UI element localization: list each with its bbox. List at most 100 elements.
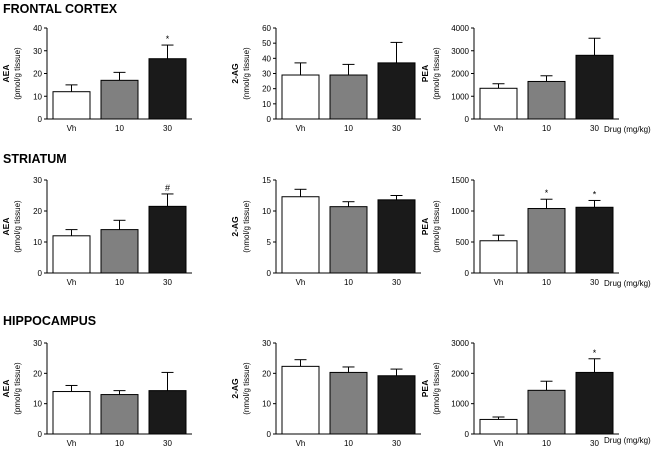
y-axis-unit: (pmol/g tissue) — [13, 47, 22, 100]
bar-10 — [100, 79, 139, 120]
significance-marker: # — [165, 183, 170, 193]
y-tick-label: 20 — [33, 207, 42, 216]
x-category-label: 30 — [590, 439, 599, 448]
y-tick-label: 10 — [262, 207, 271, 216]
y-axis-unit: (pmol/g tissue) — [13, 362, 22, 415]
y-tick-label: 3000 — [451, 47, 469, 56]
y-tick-label: 4000 — [451, 24, 469, 33]
bar-vh — [281, 196, 320, 274]
y-tick-label: 40 — [33, 24, 42, 33]
y-axis-label: AEA — [1, 65, 11, 83]
x-category-label: 10 — [115, 124, 124, 133]
y-tick-label: 20 — [33, 369, 42, 378]
bar-10 — [329, 74, 368, 120]
chart-panel-2-ag-1: 0 5 10 15 2-AG (nmol/g tissue) Vh 10 30 — [230, 176, 421, 287]
y-tick-label: 30 — [262, 70, 271, 79]
y-tick-label: 50 — [262, 39, 271, 48]
bar-10 — [100, 229, 139, 274]
y-tick-label: 30 — [262, 339, 271, 348]
y-tick-label: 0 — [38, 115, 43, 124]
section-title-hippocampus: HIPPOCAMPUS — [3, 314, 96, 328]
y-axis-label: PEA — [420, 380, 430, 397]
bar-10 — [329, 371, 368, 435]
bar-30 — [575, 371, 614, 435]
bar-10 — [100, 394, 139, 435]
bar-vh — [281, 365, 320, 435]
x-category-label: 30 — [163, 124, 172, 133]
drug-axis-label-hippocampus: Drug (mg/kg) — [604, 436, 651, 445]
y-axis-unit: (nmol/g tissue) — [242, 200, 251, 253]
bar-10 — [329, 206, 368, 274]
y-tick-label: 10 — [33, 238, 42, 247]
x-category-label: 10 — [344, 278, 353, 287]
x-category-label: Vh — [296, 278, 306, 287]
x-category-label: 30 — [163, 439, 172, 448]
chart-panel-aea-2: 0 10 20 30 AEA (pmol/g tissue) Vh 10 30 — [1, 339, 192, 448]
y-tick-label: 0 — [267, 269, 272, 278]
bar-vh — [479, 87, 518, 120]
x-category-label: 30 — [392, 124, 401, 133]
y-tick-label: 10 — [262, 100, 271, 109]
y-tick-label: 0 — [465, 269, 470, 278]
y-axis-label: AEA — [1, 218, 11, 236]
drug-axis-label-frontal-cortex: Drug (mg/kg) — [604, 125, 651, 134]
y-tick-label: 0 — [267, 430, 272, 439]
y-tick-label: 40 — [262, 54, 271, 63]
x-category-label: Vh — [494, 278, 504, 287]
bar-30 — [148, 205, 187, 274]
bar-10 — [527, 80, 566, 120]
x-category-label: Vh — [296, 439, 306, 448]
y-tick-label: 1000 — [451, 207, 469, 216]
bar-vh — [52, 235, 91, 274]
x-category-label: 10 — [115, 278, 124, 287]
x-category-label: Vh — [67, 439, 77, 448]
bar-10 — [527, 208, 566, 274]
bar-vh — [52, 91, 91, 120]
y-tick-label: 0 — [38, 269, 43, 278]
bar-30 — [148, 58, 187, 120]
y-axis-unit: (pmol/g tissue) — [432, 362, 441, 415]
x-category-label: 30 — [163, 278, 172, 287]
bar-30 — [377, 375, 416, 435]
y-tick-label: 10 — [33, 400, 42, 409]
y-tick-label: 3000 — [451, 339, 469, 348]
y-axis-label: 2-AG — [230, 63, 240, 84]
bar-vh — [479, 418, 518, 435]
significance-marker: * — [593, 348, 597, 358]
y-axis-label: PEA — [420, 65, 430, 82]
y-tick-label: 1500 — [451, 176, 469, 185]
x-category-label: 30 — [590, 124, 599, 133]
significance-marker: * — [166, 34, 170, 44]
x-category-label: Vh — [494, 439, 504, 448]
drug-axis-label-striatum: Drug (mg/kg) — [604, 279, 651, 288]
bar-vh — [281, 74, 320, 120]
x-category-label: Vh — [296, 124, 306, 133]
section-title-striatum: STRIATUM — [3, 152, 67, 166]
x-category-label: 10 — [344, 124, 353, 133]
section-title-frontal-cortex: FRONTAL CORTEX — [3, 2, 118, 16]
chart-panel-pea-0: 0 1000 2000 3000 4000 PEA (pmol/g tissue) Vh 10 3… — [420, 24, 619, 133]
bar-30 — [575, 206, 614, 274]
y-tick-label: 15 — [262, 176, 271, 185]
y-axis-unit: (pmol/g tissue) — [13, 200, 22, 253]
y-tick-label: 0 — [267, 115, 272, 124]
y-tick-label: 20 — [262, 369, 271, 378]
chart-panel-aea-0: 0 10 20 30 40 AEA (pmol/g tissue) Vh 10 30 * — [1, 24, 192, 133]
y-tick-label: 60 — [262, 24, 271, 33]
x-category-label: 10 — [115, 439, 124, 448]
bar-30 — [148, 390, 187, 435]
y-axis-label: 2-AG — [230, 378, 240, 399]
y-axis-label: PEA — [420, 218, 430, 235]
y-tick-label: 500 — [456, 238, 470, 247]
chart-panel-pea-2: 0 1000 2000 3000 PEA (pmol/g tissue) Vh 10 30 * — [420, 339, 619, 448]
y-tick-label: 20 — [262, 85, 271, 94]
chart-panel-2-ag-0: 0 10 20 30 40 50 60 2-AG (nmol/g tissue) Vh 10 30 — [230, 24, 421, 133]
bar-30 — [377, 62, 416, 120]
y-tick-label: 0 — [38, 430, 43, 439]
chart-panel-pea-1: 0 500 1000 1500 PEA (pmol/g tissue) Vh 10 * 30 * — [420, 176, 619, 287]
chart-panel-2-ag-2: 0 10 20 30 2-AG (nmol/g tissue) Vh 10 30 — [230, 339, 421, 448]
y-axis-unit: (nmol/g tissue) — [242, 47, 251, 100]
y-tick-label: 2000 — [451, 70, 469, 79]
y-axis-unit: (pmol/g tissue) — [432, 200, 441, 253]
